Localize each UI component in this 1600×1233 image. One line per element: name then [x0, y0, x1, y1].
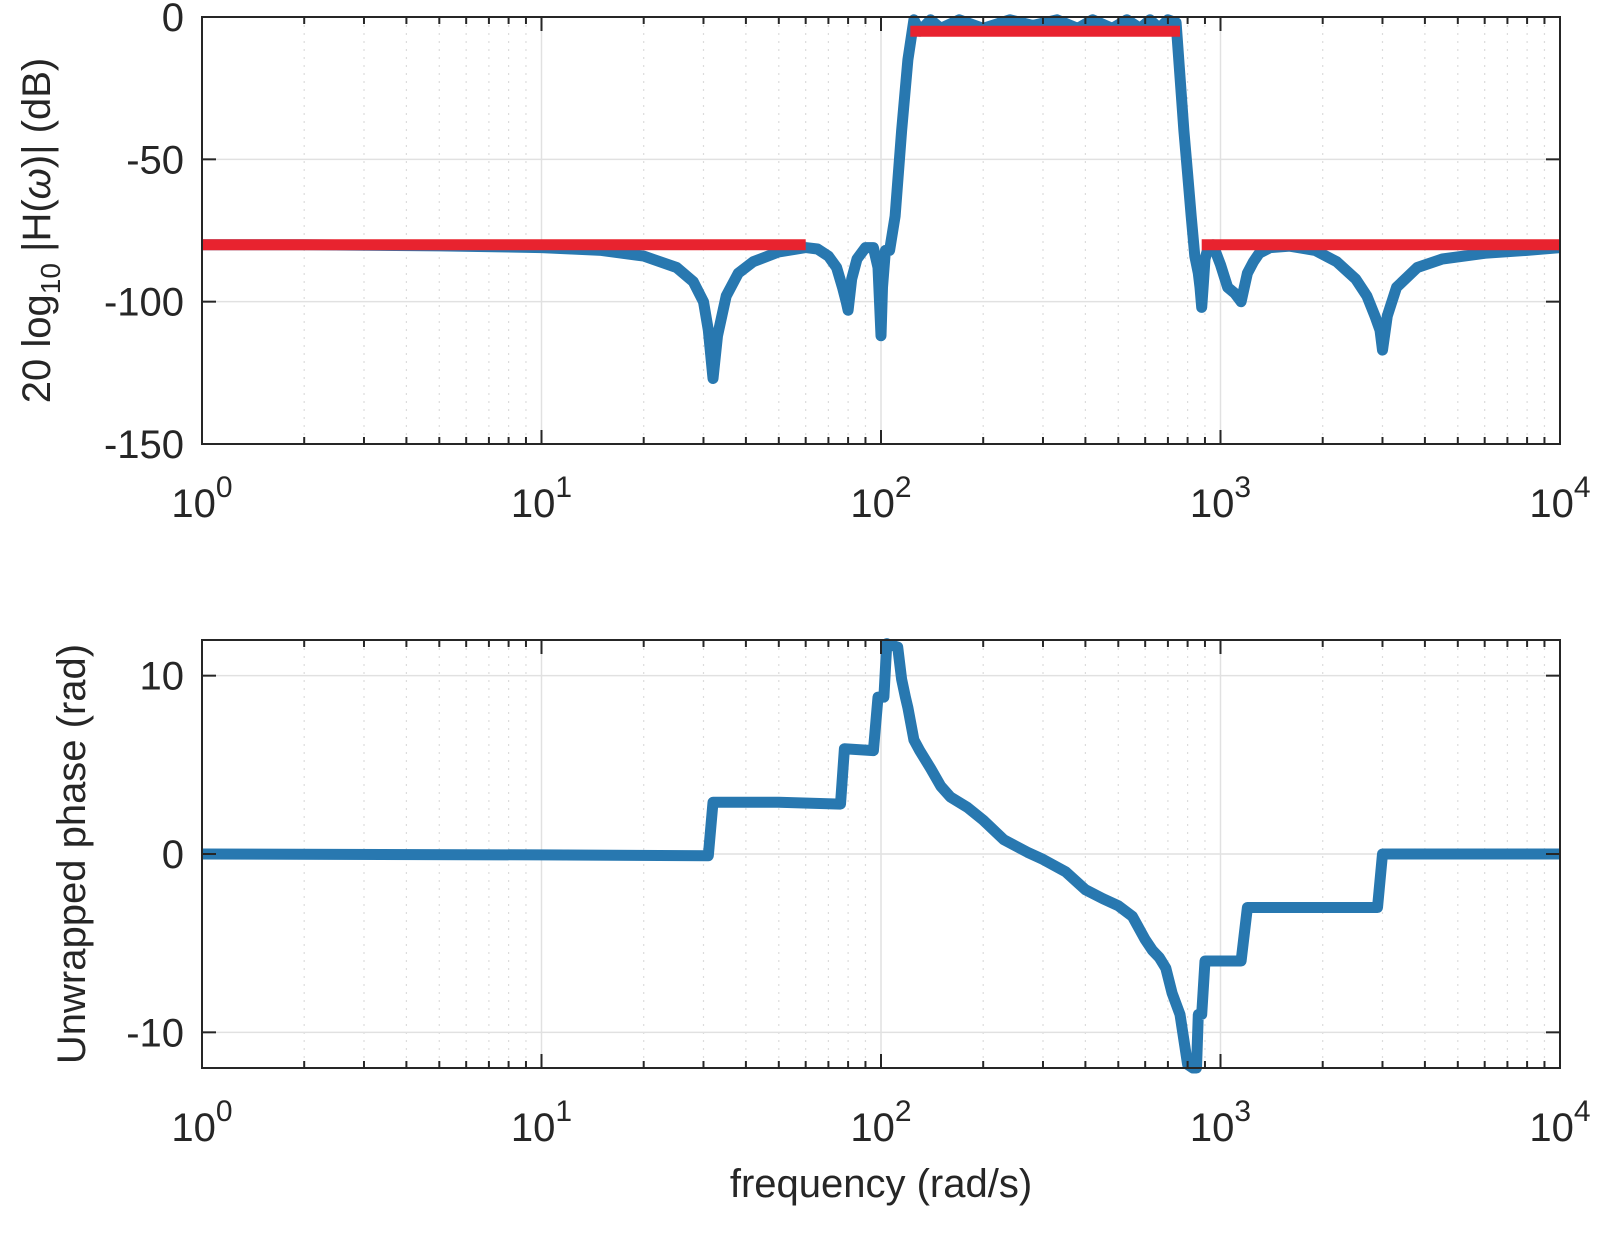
- magnitude-series: [202, 14, 1561, 384]
- phase-x-tick-label: 101: [511, 1095, 572, 1150]
- phase-x-tick-label: 103: [1190, 1095, 1251, 1150]
- phase-series: [201, 638, 1560, 1074]
- magnitude-y-tick-label: -150: [104, 423, 184, 467]
- magnitude-x-tick-label: 102: [850, 471, 911, 526]
- phase-x-tick-label: 100: [171, 1095, 232, 1150]
- phase-y-tick-label: -10: [126, 1011, 184, 1055]
- magnitude-x-tick-label: 100: [171, 471, 232, 526]
- magnitude-x-tick-label: 101: [511, 471, 572, 526]
- magnitude-ylabel: 20 log10 |H(ω)| (dB): [15, 58, 66, 403]
- magnitude-x-tick-label: 104: [1529, 471, 1590, 526]
- magnitude-ticks: 100 101 102 103 104 0 -50 -100 -150: [104, 0, 1591, 526]
- magnitude-x-tick-label: 103: [1190, 471, 1251, 526]
- phase-y-tick-label: 10: [140, 655, 185, 699]
- phase-x-tick-label: 104: [1529, 1095, 1590, 1150]
- phase-ylabel: Unwrapped phase (rad): [50, 644, 94, 1064]
- phase-series-line-0: [201, 638, 1560, 1074]
- magnitude-gridlines: [201, 16, 1561, 445]
- phase-x-tick-label: 102: [850, 1095, 911, 1150]
- phase-y-tick-label: 0: [162, 833, 184, 877]
- magnitude-y-tick-label: 0: [162, 0, 184, 40]
- magnitude-y-tick-label: -50: [126, 138, 184, 182]
- x-axis-label: frequency (rad/s): [730, 1162, 1032, 1206]
- magnitude-y-tick-label: -100: [104, 281, 184, 325]
- magnitude-plot: 100 101 102 103 104 0 -50 -100 -150 20 log10 |H(…: [15, 0, 1591, 526]
